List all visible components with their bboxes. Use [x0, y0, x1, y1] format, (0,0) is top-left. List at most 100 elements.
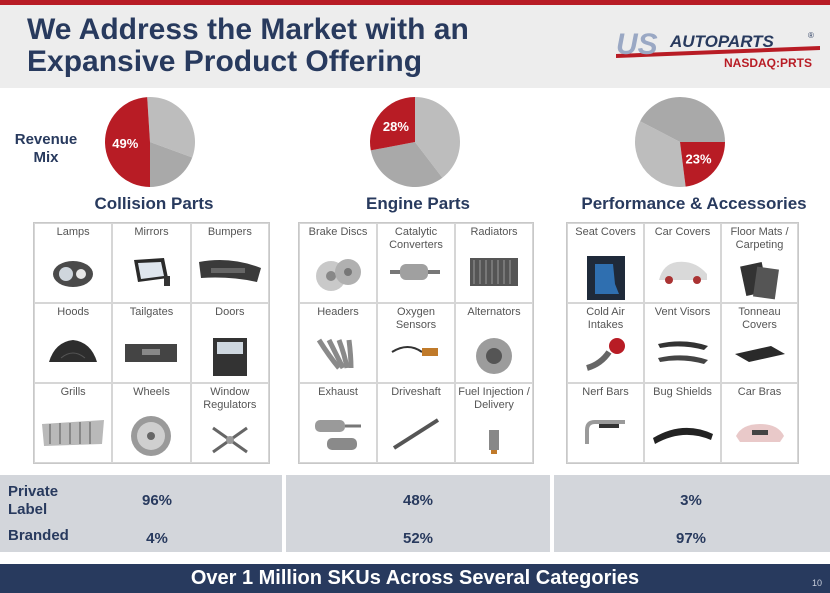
- category-title-performance: Performance & Accessories: [581, 194, 807, 213]
- product-label: Oxygen Sensors: [395, 306, 437, 331]
- vent-visor-image: [657, 341, 708, 364]
- brake-disc-image: [316, 259, 361, 291]
- fuel-injector-image: [489, 430, 499, 454]
- product-label: Floor Mats / Carpeting: [730, 226, 789, 251]
- product-label: Brake Discs: [308, 226, 368, 238]
- branded-value-collision: 4%: [146, 530, 168, 547]
- product-label: Nerf Bars: [582, 386, 629, 398]
- product-label: Tailgates: [129, 306, 174, 318]
- product-grid-performance: Seat Covers Car Covers Floor Mats / Carp…: [566, 222, 799, 464]
- product-label: Alternators: [467, 306, 521, 318]
- product-label: Cold Air Intakes: [586, 306, 625, 331]
- category-title-engine: Engine Parts: [366, 194, 470, 213]
- product-label: Catalytic Converters: [389, 226, 443, 251]
- driveshaft-image: [392, 418, 440, 450]
- svg-text:AUTOPARTS: AUTOPARTS: [669, 32, 775, 51]
- catalytic-converter-image: [390, 264, 440, 280]
- product-tile: Mirrors: [112, 223, 191, 303]
- pie-slice-other-b: [370, 142, 443, 187]
- svg-text:US: US: [616, 28, 658, 61]
- mix-band-engine: [286, 475, 550, 552]
- pie-slice-other-a: [635, 121, 686, 187]
- product-label: Car Bras: [737, 386, 782, 398]
- product-tile: Headers: [299, 303, 377, 383]
- product-tile: Bumpers: [190, 223, 269, 303]
- product-label: Tonneau Covers: [738, 306, 781, 331]
- product-tile: Lamps: [34, 223, 113, 303]
- product-label: Bug Shields: [653, 386, 712, 398]
- window-regulator-image: [211, 426, 248, 454]
- private-label-row-label: Private Label: [8, 483, 59, 518]
- product-label: Fuel Injection / Delivery: [458, 386, 530, 411]
- tailgate-image: [125, 344, 178, 362]
- product-tile: Grills: [34, 383, 113, 463]
- product-label: Exhaust: [318, 386, 358, 398]
- pie-slice-other-a: [147, 97, 195, 158]
- mirror-image: [134, 258, 171, 286]
- product-tile: Fuel Injection / Delivery: [455, 383, 533, 463]
- nasdaq-ticker: NASDAQ:PRTS: [723, 56, 812, 70]
- product-tile: Window Regulators: [190, 383, 269, 463]
- branded-row-label: Branded: [8, 527, 69, 544]
- pie-slice-category-share: [105, 97, 150, 187]
- product-tile: Bug Shields: [644, 383, 721, 463]
- product-tile: Cold Air Intakes: [567, 303, 644, 383]
- usautoparts-logo: US AUTOPARTS ®: [616, 28, 820, 61]
- product-label: Radiators: [470, 226, 518, 238]
- slide-header: [0, 5, 830, 88]
- private-label-value-engine: 48%: [402, 492, 434, 509]
- tonneau-cover-image: [734, 346, 785, 362]
- product-tile: Tonneau Covers: [721, 303, 798, 383]
- product-tile: Catalytic Converters: [377, 223, 455, 303]
- product-label: Car Covers: [654, 226, 711, 238]
- product-label: Bumpers: [207, 226, 252, 238]
- product-tile: Driveshaft: [377, 383, 455, 463]
- pie-share-label: 23%: [686, 151, 712, 166]
- product-label: Headers: [317, 306, 359, 318]
- top-accent-bar: [0, 0, 830, 5]
- seat-cover-image: [586, 256, 625, 300]
- grill-image: [42, 420, 105, 446]
- mix-band-performance: [554, 475, 830, 552]
- pie-engine: 28%: [370, 97, 460, 187]
- product-tile: Seat Covers: [567, 223, 644, 303]
- product-tile: Doors: [190, 303, 269, 383]
- bumper-image: [198, 260, 261, 282]
- pie-share-label: 49%: [112, 136, 138, 151]
- nerf-bar-image: [584, 420, 625, 444]
- product-tile: Brake Discs: [299, 223, 377, 303]
- product-tile: Car Bras: [721, 383, 798, 463]
- floor-mat-image: [739, 262, 779, 300]
- product-tile: Alternators: [455, 303, 533, 383]
- product-tile: Oxygen Sensors: [377, 303, 455, 383]
- lamp-image: [53, 261, 94, 287]
- wheel-image: [131, 416, 172, 456]
- pie-slice-other-b: [640, 97, 725, 142]
- pie-slice-other-a: [415, 97, 460, 178]
- pie-slice-other-b: [150, 142, 193, 187]
- product-label: Wheels: [133, 386, 170, 398]
- product-tile: Tailgates: [112, 303, 191, 383]
- product-label: Hoods: [57, 306, 90, 318]
- product-tile: Nerf Bars: [567, 383, 644, 463]
- private-label-value-performance: 3%: [680, 492, 702, 509]
- product-label: Vent Visors: [654, 306, 711, 318]
- product-tile: Radiators: [455, 223, 533, 303]
- revenue-mix-label: Revenue Mix: [14, 131, 78, 166]
- pie-slice-category-share: [680, 142, 725, 187]
- product-label: Seat Covers: [575, 226, 636, 238]
- svg-text:®: ®: [808, 31, 814, 40]
- footer-bar: [0, 564, 830, 593]
- product-tile: Floor Mats / Carpeting: [721, 223, 798, 303]
- exhaust-image: [315, 420, 361, 450]
- oxygen-sensor-image: [391, 346, 438, 356]
- product-label: Mirrors: [134, 226, 169, 238]
- car-cover-image: [658, 261, 707, 284]
- hood-image: [49, 340, 98, 362]
- cold-air-intake-image: [585, 338, 625, 371]
- pie-share-label: 28%: [383, 119, 409, 134]
- slide-title: We Address the Market with an Expansive …: [27, 13, 469, 78]
- product-grid-collision: Lamps Mirrors Bumpers Hoods Tailgates Do…: [33, 222, 270, 464]
- product-tile: Exhaust: [299, 383, 377, 463]
- alternator-image: [476, 338, 512, 374]
